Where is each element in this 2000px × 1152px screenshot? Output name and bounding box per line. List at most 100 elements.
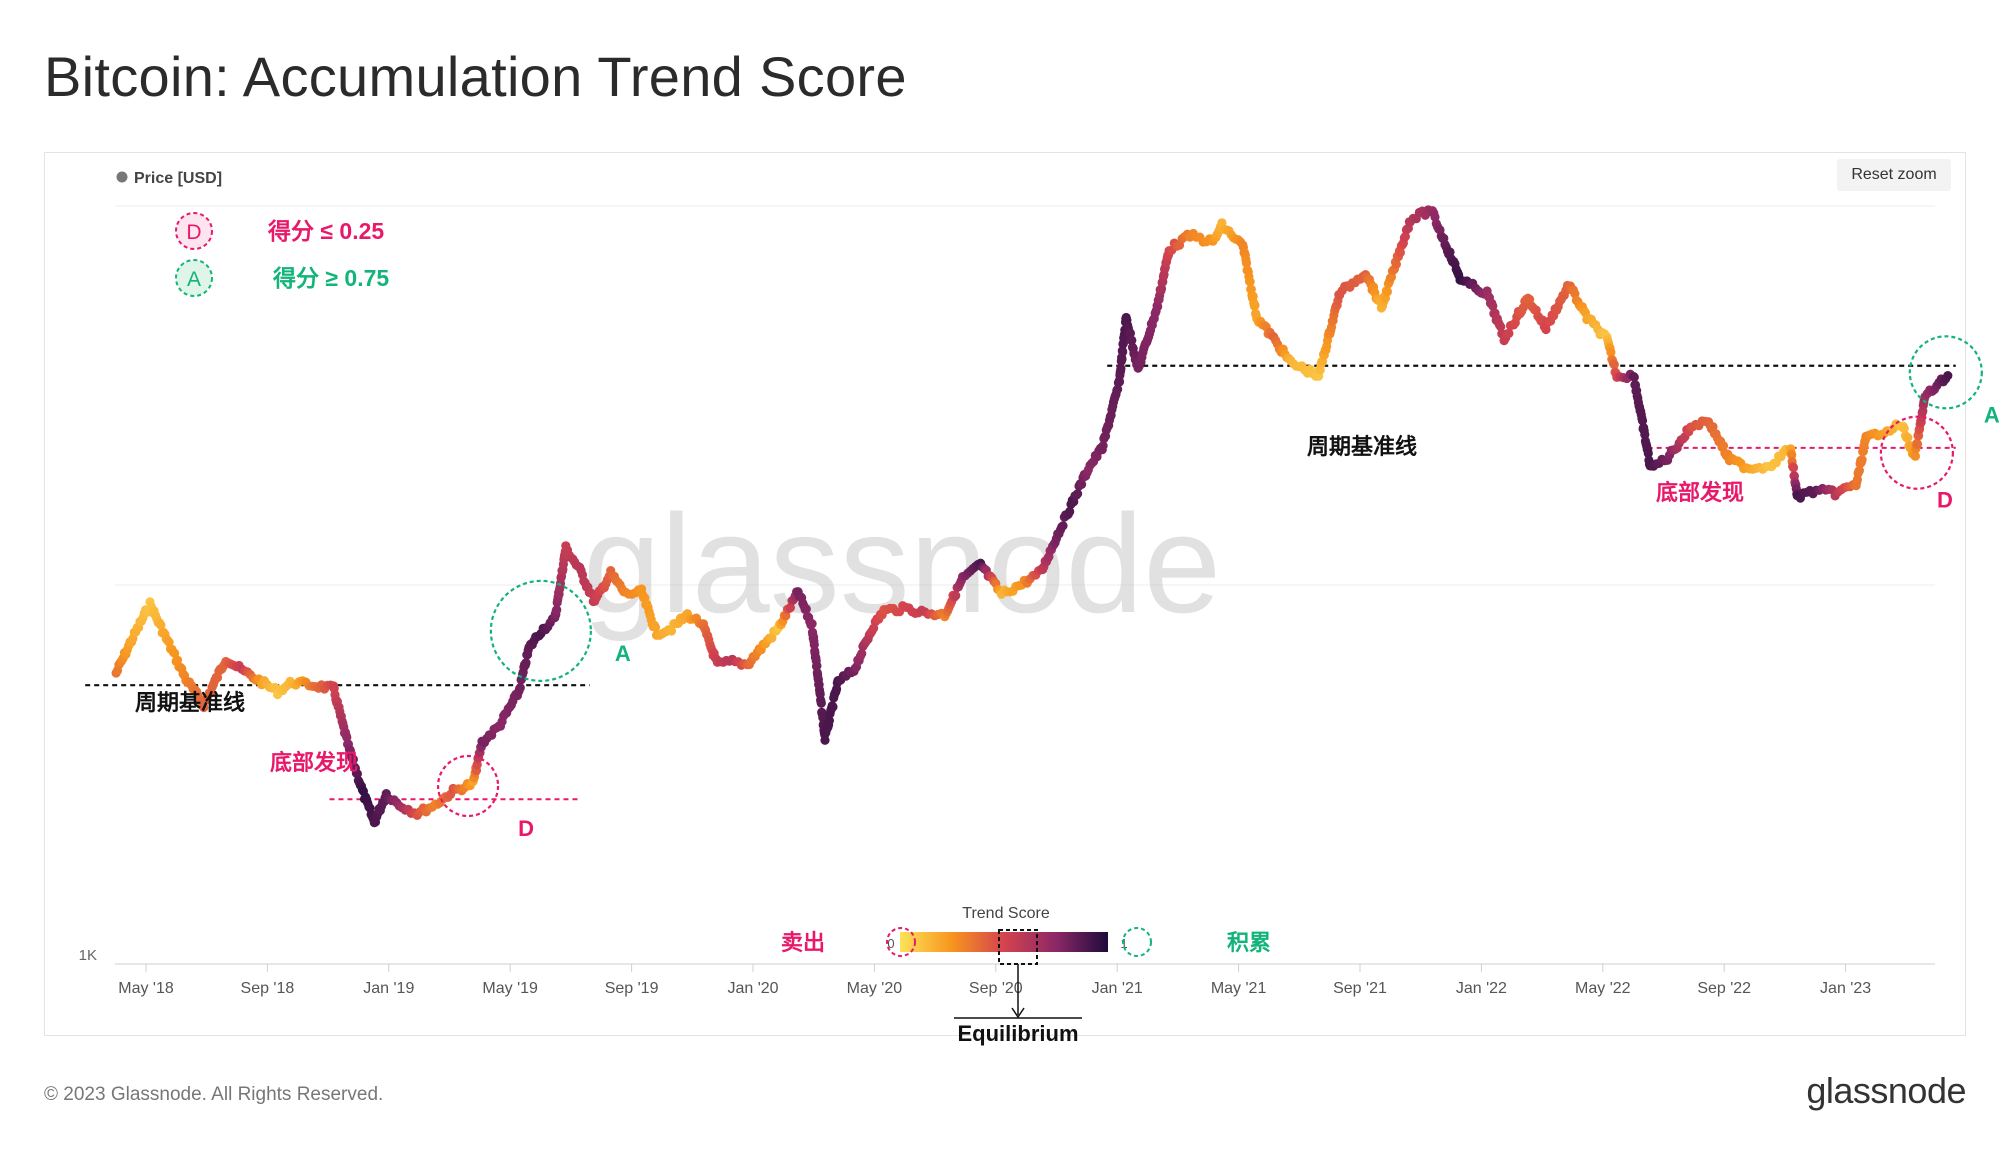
- bottom-found-label-right: 底部发现: [1656, 480, 1744, 505]
- circled-markers: A D D A: [436, 335, 2000, 841]
- price-point: [1117, 354, 1127, 364]
- series-legend[interactable]: Price [USD]: [116, 170, 223, 187]
- sell-label: 卖出: [781, 930, 825, 955]
- price-point: [1903, 433, 1913, 443]
- price-point: [156, 620, 166, 630]
- marker-d-label: D: [518, 816, 534, 841]
- legend-a-circle-icon: [175, 259, 213, 297]
- price-point: [1504, 328, 1514, 338]
- price-point: [1708, 422, 1718, 432]
- price-point: [1787, 450, 1797, 460]
- price-point: [1854, 466, 1864, 476]
- price-point: [650, 622, 661, 633]
- score-legend: D 得分 ≤ 0.25 A 得分 ≥ 0.75: [175, 212, 389, 297]
- x-tick-label: May '19: [482, 980, 538, 997]
- x-tick-label: Jan '20: [727, 980, 778, 997]
- price-series: [111, 205, 1953, 828]
- x-tick-label: Jan '22: [1456, 980, 1507, 997]
- legend-price-label: Price [USD]: [134, 170, 222, 187]
- price-point: [1391, 259, 1401, 269]
- trend-score-colorbar: Trend Score 0 1 Equilibrium 卖出 积累: [781, 905, 1271, 1046]
- accumulation-circle-icon: [1908, 335, 1983, 410]
- x-tick-label: Jan '19: [363, 980, 414, 997]
- price-point: [1788, 463, 1799, 473]
- price-point: [1445, 247, 1455, 257]
- x-tick-label: Jan '23: [1820, 980, 1871, 997]
- y-tick-label-1k: 1K: [79, 947, 97, 964]
- x-tick-label: Sep '22: [1697, 980, 1751, 997]
- price-point: [1125, 328, 1135, 338]
- price-point: [785, 603, 796, 613]
- price-point: [521, 658, 531, 668]
- sell-circle-icon: [886, 927, 916, 957]
- price-point: [820, 735, 830, 745]
- price-point: [1058, 521, 1068, 531]
- price-point: [1245, 277, 1255, 287]
- price-point: [348, 754, 358, 765]
- x-tick-label: Sep '18: [241, 980, 295, 997]
- price-point: [1637, 416, 1648, 426]
- price-point: [801, 604, 811, 614]
- price-point: [816, 698, 826, 708]
- price-point: [1910, 451, 1920, 461]
- price-point: [1943, 371, 1953, 381]
- price-point: [666, 626, 677, 636]
- price-point: [828, 702, 838, 712]
- x-tick-label: Sep '19: [605, 980, 659, 997]
- distribution-circle-icon: [436, 754, 500, 818]
- price-point: [1241, 258, 1252, 268]
- legend-d-circle-icon: [175, 212, 213, 250]
- price-point: [1065, 506, 1075, 517]
- legend-dot-icon: [116, 171, 128, 183]
- marker-a-label: A: [615, 641, 631, 666]
- price-point: [1496, 322, 1506, 332]
- price-point: [1114, 377, 1125, 387]
- price-point: [1643, 448, 1653, 458]
- price-point: [1077, 479, 1087, 489]
- x-tick-label: May '20: [847, 980, 903, 997]
- price-point: [1899, 423, 1909, 434]
- price-point: [1718, 441, 1729, 451]
- chart-frame: [44, 152, 1966, 1036]
- price-point: [1118, 347, 1128, 357]
- colorbar-title: Trend Score: [962, 905, 1050, 922]
- marker-a-label: A: [1984, 402, 2000, 427]
- price-point: [951, 591, 961, 601]
- accumulate-circle-icon: [1122, 927, 1152, 957]
- price-point: [812, 661, 822, 671]
- price-point: [1488, 301, 1498, 311]
- price-point: [1606, 347, 1616, 357]
- price-point: [857, 649, 867, 659]
- price-point: [1857, 455, 1867, 465]
- x-tick-label: May '18: [118, 980, 174, 997]
- price-point: [1250, 300, 1260, 310]
- price-point: [1073, 489, 1083, 499]
- price-point: [515, 683, 525, 693]
- x-tick-label: Sep '20: [969, 980, 1023, 997]
- price-point: [807, 619, 817, 629]
- x-tick-label: Jan '21: [1092, 980, 1143, 997]
- price-point: [1116, 363, 1126, 374]
- reset-zoom-button[interactable]: Reset zoom: [1837, 159, 1951, 191]
- distribution-circle-icon: [1879, 415, 1954, 490]
- legend-d-text: 得分 ≤ 0.25: [267, 218, 384, 244]
- equilibrium-label: Equilibrium: [958, 1021, 1079, 1046]
- price-point: [552, 605, 562, 615]
- price-point: [1127, 335, 1137, 345]
- cycle-baseline-label-left: 周期基准线: [135, 690, 245, 715]
- price-point: [1629, 372, 1639, 382]
- marker-d-label: D: [1937, 488, 1953, 513]
- footer-copyright: © 2023 Glassnode. All Rights Reserved.: [44, 1084, 384, 1105]
- price-point: [1609, 360, 1619, 370]
- price-point: [824, 715, 835, 726]
- x-tick-label: May '21: [1211, 980, 1267, 997]
- footer-brand-logo: glassnode: [1806, 1070, 1966, 1111]
- page-title: Bitcoin: Accumulation Trend Score: [44, 45, 907, 108]
- colorbar-gradient: [900, 932, 1108, 952]
- x-tick-label: May '22: [1575, 980, 1631, 997]
- accumulate-label: 积累: [1227, 930, 1271, 955]
- price-point: [1098, 441, 1108, 451]
- price-point: [1912, 439, 1923, 449]
- colorbar-min-label: 0: [887, 936, 894, 951]
